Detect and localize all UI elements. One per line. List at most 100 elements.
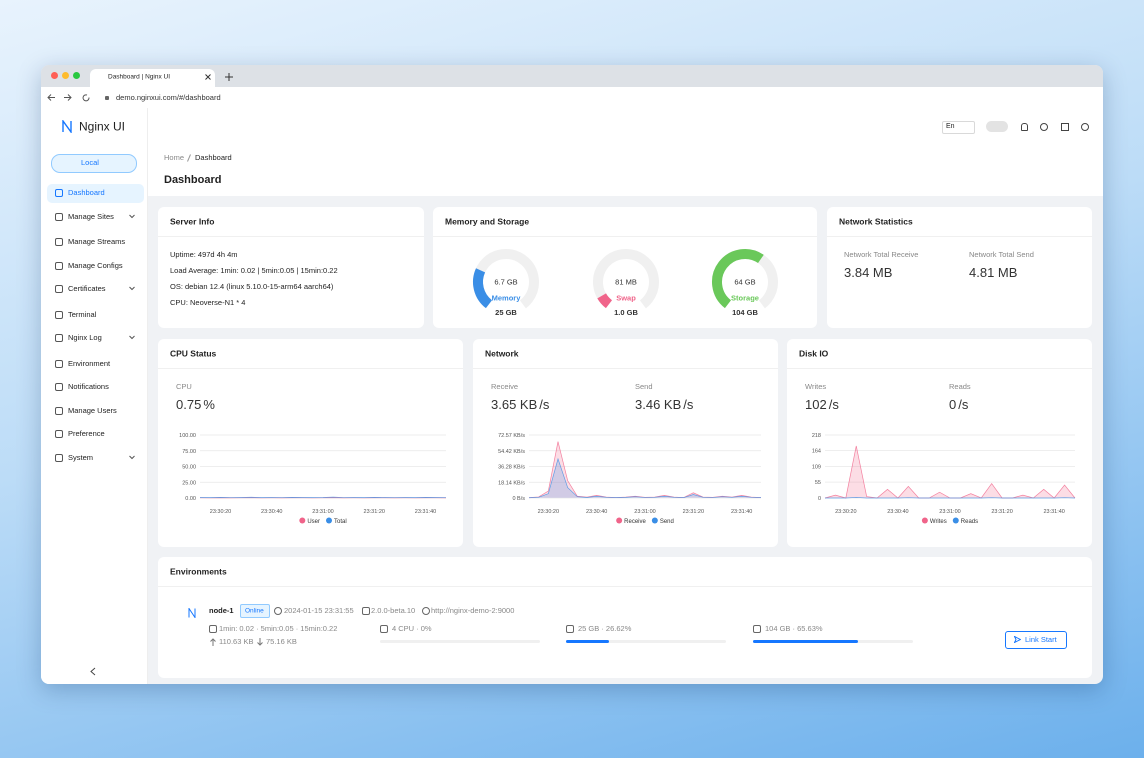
card-title: Disk IO	[799, 348, 829, 359]
menu-item[interactable]: Manage Sites	[68, 211, 114, 221]
divider	[473, 368, 778, 369]
language-select[interactable]	[942, 121, 975, 134]
link-start-button[interactable]	[1005, 631, 1067, 649]
x-tick-label: 23:30:20	[210, 509, 231, 515]
gauge-total: 25 GB	[495, 308, 517, 317]
submenu-chevron[interactable]	[129, 286, 135, 291]
menu-item[interactable]: Manage Users	[68, 405, 117, 415]
stat-value: 3.46 KB	[635, 396, 682, 412]
legend: Writes Reads	[921, 517, 978, 525]
theme-toggle[interactable]	[986, 121, 1008, 132]
legend-dot	[616, 517, 623, 524]
network-stats-card: Network Statistics Network Total Receive…	[827, 207, 1092, 328]
y-tick-label: 0	[818, 496, 821, 502]
menu-item[interactable]: Certificates	[68, 283, 106, 293]
menu-item[interactable]: Terminal	[68, 309, 97, 319]
menu-item[interactable]: System	[68, 452, 94, 462]
menu-icon	[55, 311, 63, 319]
menu-icon	[55, 407, 63, 415]
legend-dot	[651, 517, 658, 524]
usage-icon	[566, 625, 574, 633]
reload-icon[interactable]	[1040, 123, 1048, 131]
divider	[158, 368, 463, 369]
card-title: Network	[485, 348, 519, 359]
x-tick-label: 23:30:20	[538, 509, 559, 515]
stat-label: Reads	[949, 381, 971, 391]
submenu-chevron[interactable]	[129, 455, 135, 460]
series-area	[528, 457, 762, 499]
node-name[interactable]: node-1	[209, 605, 234, 615]
stat-row: 3.65 KB/s	[491, 397, 549, 412]
gauge-value: 64 GB	[734, 278, 755, 287]
language-value: En	[946, 123, 955, 131]
gauge-value: 81 MB	[615, 278, 637, 287]
series-area	[199, 496, 447, 498]
menu-item[interactable]: Preference	[68, 428, 105, 438]
gauge-arc	[473, 249, 539, 315]
legend-label: Send	[660, 519, 674, 525]
x-tick-label: 23:31:20	[991, 509, 1012, 515]
x-tick-label: 23:31:20	[683, 509, 704, 515]
stat-value: 4.81 MB	[969, 264, 1018, 280]
stat-row: 3.46 KB/s	[635, 396, 694, 412]
legend-label: Writes	[930, 519, 947, 525]
url[interactable]: demo.nginxui.com/#/dashboard	[116, 92, 221, 102]
logo-text: Nginx UI	[79, 119, 126, 134]
menu-icon	[55, 430, 63, 438]
nav-buttons[interactable]	[47, 93, 97, 102]
menu-item[interactable]: Environment	[68, 358, 111, 368]
legend-label: Receive	[624, 519, 646, 525]
menu-item[interactable]: Nginx Log	[68, 332, 102, 342]
menu-item[interactable]: Manage Streams	[68, 236, 126, 246]
legend-label: User	[307, 519, 320, 525]
y-tick-label: 218	[812, 433, 821, 439]
card-title: Memory and Storage	[445, 216, 530, 227]
stat-label: Network Total Send	[969, 249, 1034, 259]
stat-label: Network Total Receive	[844, 249, 919, 259]
stat-label: Send	[635, 381, 653, 391]
logout-icon[interactable]	[1081, 123, 1089, 131]
menu-item[interactable]: Manage Configs	[68, 260, 123, 270]
new-tab[interactable]	[225, 73, 233, 81]
stat-label: Receive	[491, 381, 519, 391]
info-line: Uptime: 497d 4h 4m	[170, 249, 238, 259]
info-line: CPU: Neoverse-N1 * 4	[170, 297, 246, 307]
y-tick-label: 55	[815, 480, 821, 486]
tab-title: Dashboard | Nginx UI	[108, 73, 171, 81]
stat-unit: /s	[683, 396, 694, 412]
x-tick-label: 23:30:40	[586, 509, 607, 515]
y-tick-label: 0 B/s	[512, 496, 525, 502]
legend-dot	[325, 517, 332, 524]
usage-label: 4 CPU · 0%	[392, 623, 432, 633]
collapse-button[interactable]	[90, 667, 96, 676]
close-light[interactable]	[51, 72, 58, 79]
tab-close[interactable]	[205, 74, 211, 80]
menu-item[interactable]: Dashboard	[68, 187, 105, 197]
node-download: 75.16 KB	[266, 636, 297, 646]
submenu-chevron[interactable]	[129, 335, 135, 340]
legend-dot	[299, 517, 306, 524]
legend-dot	[952, 517, 959, 524]
legend-label: Total	[334, 519, 347, 525]
card-title: Environments	[170, 566, 227, 577]
logo-mark	[62, 120, 72, 133]
node-label: Local	[81, 157, 99, 167]
node-selector[interactable]	[51, 154, 137, 173]
minimize-light[interactable]	[62, 72, 69, 79]
usage-track	[380, 640, 540, 643]
breadcrumb-home[interactable]: Home	[164, 152, 185, 162]
notifications-icon[interactable]	[1021, 123, 1028, 131]
home-icon[interactable]	[1061, 123, 1069, 131]
menu-item[interactable]: Notifications	[68, 381, 109, 391]
chevron	[129, 214, 135, 219]
usage-fill	[753, 640, 858, 643]
status-text: Online	[245, 607, 264, 615]
submenu-chevron[interactable]	[129, 214, 135, 219]
x-tick-label: 23:30:40	[887, 509, 908, 515]
usage-label: 104 GB · 65.63%	[765, 623, 823, 633]
disk-card: Disk IO Writes 102/s Reads 0/s 0 55 109 164 218 23…	[787, 339, 1092, 547]
node-updated: 2024-01-15 23:31:55	[284, 605, 354, 615]
tab[interactable]	[90, 69, 215, 87]
gauge-total: 104 GB	[732, 308, 758, 317]
zoom-light[interactable]	[73, 72, 80, 79]
